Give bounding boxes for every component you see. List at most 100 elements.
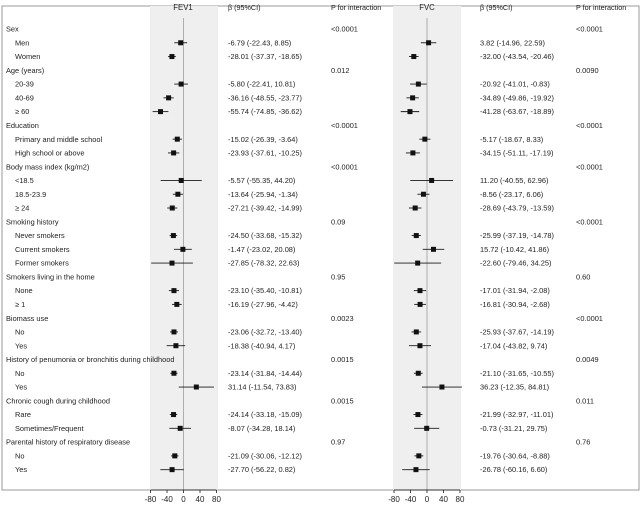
subgroup-label: Sometimes/Frequent xyxy=(15,424,84,433)
fvc-p-value: <0.0001 xyxy=(576,25,603,34)
fvc-p-header: P for interaction xyxy=(576,3,626,12)
fvc-estimate-square xyxy=(413,467,419,473)
fev1-estimate-square xyxy=(171,150,177,156)
fev1-beta-value: -6.79 (-22.43, 8.85) xyxy=(228,38,291,47)
fvc-panel-title: FVC xyxy=(419,3,435,12)
fev1-estimate-square xyxy=(174,301,180,307)
subgroup-label: Women xyxy=(15,52,40,61)
fvc-estimate-square xyxy=(415,412,421,418)
fvc-estimate-square xyxy=(411,54,417,60)
fvc-estimate-square xyxy=(416,453,422,459)
subgroup-label: High school or above xyxy=(15,149,84,158)
fev1-beta-value: -55.74 (-74.85, -36.62) xyxy=(228,107,302,116)
fev1-beta-value: 31.14 (-11.54, 73.83) xyxy=(228,383,296,392)
group-label: Education xyxy=(6,121,39,130)
fev1-beta-value: -27.85 (-78.32, 22.63) xyxy=(228,259,300,268)
fvc-estimate-square xyxy=(410,150,416,156)
subgroup-label: Never smokers xyxy=(15,231,65,240)
subgroup-label: 20-39 xyxy=(15,80,34,89)
fev1-beta-value: -27.21 (-39.42, -14.99) xyxy=(228,204,302,213)
fev1-p-value: <0.0001 xyxy=(331,162,358,171)
fvc-estimate-square xyxy=(424,425,430,431)
group-label: Smokers living in the home xyxy=(6,272,95,281)
fev1-estimate-square xyxy=(180,246,186,252)
fev1-beta-value: -24.50 (-33.68, -15.32) xyxy=(228,231,302,240)
group-label: Age (years) xyxy=(6,66,44,75)
fvc-beta-value: 36.23 (-12.35, 84.81) xyxy=(480,383,549,392)
fev1-p-value: <0.0001 xyxy=(331,25,358,34)
fev1-panel-title: FEV1 xyxy=(173,3,193,12)
fvc-beta-value: -34.89 (-49.86, -19.92) xyxy=(480,93,554,102)
fev1-tick-label: 0 xyxy=(181,495,186,504)
fev1-p-header: P for interaction xyxy=(331,3,381,12)
fvc-beta-value: -41.28 (-63.67, -18.89) xyxy=(480,107,554,116)
fev1-estimate-square xyxy=(177,425,183,431)
group-label: Sex xyxy=(6,25,19,34)
fev1-beta-value: -5.57 (-55.35, 44.20) xyxy=(228,176,295,185)
fev1-tick-label: -40 xyxy=(161,495,173,504)
fev1-beta-value: -15.02 (-26.39, -3.64) xyxy=(228,135,298,144)
fvc-beta-value: 3.82 (-14.96, 22.59) xyxy=(480,38,545,47)
subgroup-label: Yes xyxy=(15,341,27,350)
fvc-beta-value: -17.01 (-31.94, -2.08) xyxy=(480,286,550,295)
fev1-beta-value: -23.06 (-32.72, -13.40) xyxy=(228,328,302,337)
fev1-beta-header: β (95%CI) xyxy=(228,3,261,12)
fvc-estimate-square xyxy=(417,288,423,294)
fvc-p-value: <0.0001 xyxy=(576,162,603,171)
fvc-estimate-square xyxy=(417,343,423,349)
fvc-estimate-square xyxy=(426,40,432,46)
fev1-beta-value: -36.16 (-48.55, -23.77) xyxy=(228,93,302,102)
fev1-beta-value: -23.10 (-35.40, -10.81) xyxy=(228,286,302,295)
fvc-estimate-square xyxy=(422,136,428,142)
fvc-beta-value: -21.99 (-32.97, -11.01) xyxy=(480,410,553,419)
fvc-tick-label: -40 xyxy=(405,495,417,504)
subgroup-label: Former smokers xyxy=(15,259,69,268)
fvc-beta-value: -28.69 (-43.79, -13.59) xyxy=(480,204,554,213)
fev1-estimate-square xyxy=(171,329,177,335)
fev1-estimate-square xyxy=(171,370,177,376)
subgroup-label: No xyxy=(15,328,24,337)
fev1-estimate-square xyxy=(175,191,181,197)
subgroup-label: ≥ 60 xyxy=(15,107,29,116)
fev1-p-value: 0.012 xyxy=(331,66,350,75)
fvc-beta-value: -0.73 (-31.21, 29.75) xyxy=(480,424,547,433)
group-label: History of penumonia or bronchitis durin… xyxy=(6,355,174,364)
fev1-beta-value: -8.07 (-34.28, 18.14) xyxy=(228,424,295,433)
fvc-beta-value: -17.04 (-43.82, 9.74) xyxy=(480,341,547,350)
fvc-tick-label: 0 xyxy=(425,495,430,504)
fvc-tick-label: 80 xyxy=(456,495,465,504)
fev1-p-value: <0.0001 xyxy=(331,121,358,130)
fvc-estimate-square xyxy=(415,370,421,376)
fvc-beta-header: β (95%CI) xyxy=(480,3,513,12)
fev1-tick-label: 80 xyxy=(212,495,221,504)
fev1-estimate-square xyxy=(178,177,184,183)
fvc-p-value: 0.60 xyxy=(576,272,590,281)
fvc-estimate-square xyxy=(413,233,419,239)
fvc-tick-label: -80 xyxy=(388,495,400,504)
fev1-estimate-square xyxy=(178,40,184,46)
fvc-p-value: <0.0001 xyxy=(576,121,603,130)
fvc-p-value: 0.76 xyxy=(576,438,590,447)
fev1-estimate-square xyxy=(173,343,179,349)
fev1-p-value: 0.09 xyxy=(331,217,345,226)
fev1-beta-value: -18.38 (-40.94, 4.17) xyxy=(228,341,295,350)
fev1-estimate-square xyxy=(171,288,177,294)
fev1-beta-value: -16.19 (-27.96, -4.42) xyxy=(228,300,298,309)
fev1-estimate-square xyxy=(169,54,175,60)
fev1-beta-value: -23.93 (-37.61, -10.25) xyxy=(228,149,302,158)
subgroup-label: Current smokers xyxy=(15,245,70,254)
fev1-estimate-square xyxy=(193,384,199,390)
fev1-beta-value: -23.14 (-31.84, -14.44) xyxy=(228,369,302,378)
fvc-estimate-square xyxy=(415,260,421,266)
fev1-beta-value: -28.01 (-37.37, -18.65) xyxy=(228,52,302,61)
fev1-estimate-square xyxy=(169,260,175,266)
plot-frame xyxy=(1,5,640,491)
fvc-estimate-square xyxy=(429,177,435,183)
fvc-estimate-square xyxy=(410,95,416,101)
fev1-p-value: 0.97 xyxy=(331,438,345,447)
fvc-beta-value: -22.60 (-79.46, 34.25) xyxy=(480,259,552,268)
subgroup-label: ≥ 1 xyxy=(15,300,25,309)
fev1-estimate-square xyxy=(169,205,175,211)
fev1-p-value: 0.0015 xyxy=(331,396,354,405)
fvc-beta-value: -25.93 (-37.67, -14.19) xyxy=(480,328,554,337)
